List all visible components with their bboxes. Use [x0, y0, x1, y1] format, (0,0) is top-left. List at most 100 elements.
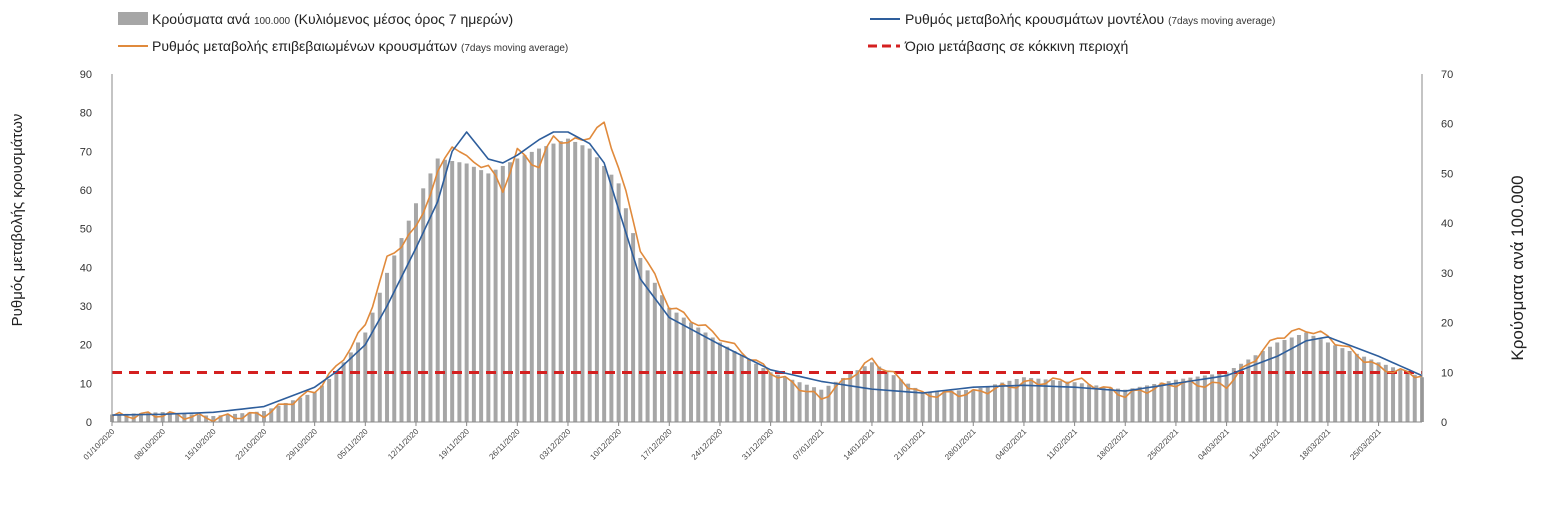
- y-tick-right-label: 20: [1441, 318, 1453, 330]
- bar: [1260, 350, 1265, 422]
- bar: [804, 384, 809, 422]
- bar: [1246, 359, 1251, 422]
- x-tick-label: 29/10/2020: [284, 427, 319, 462]
- bar: [1195, 376, 1200, 422]
- bar: [167, 412, 172, 422]
- bar: [623, 208, 628, 422]
- bar: [1224, 372, 1229, 422]
- bar: [717, 342, 722, 422]
- y-tick-right-label: 50: [1441, 168, 1453, 180]
- bar: [942, 391, 947, 422]
- bar: [1173, 379, 1178, 422]
- x-tick-label: 17/12/2020: [639, 427, 674, 462]
- legend-bars-swatch: [118, 12, 148, 25]
- bar: [544, 146, 549, 422]
- bar: [1166, 381, 1171, 422]
- bar: [254, 411, 259, 422]
- y-tick-left-label: 70: [80, 146, 92, 158]
- bar: [1137, 386, 1142, 422]
- bar: [790, 379, 795, 422]
- bar: [1014, 379, 1019, 422]
- bar: [341, 362, 346, 422]
- x-tick-label: 12/11/2020: [386, 427, 421, 462]
- bar: [1333, 345, 1338, 422]
- bar: [1210, 374, 1215, 422]
- bar: [580, 145, 585, 422]
- bar: [1000, 382, 1005, 422]
- y-tick-left-label: 20: [80, 340, 92, 352]
- bar: [182, 413, 187, 422]
- legend-bars-text: Κρούσματα ανά 100.000 (Κυλιόμενος μέσος …: [152, 11, 513, 27]
- bar: [370, 312, 375, 422]
- bar: [1311, 335, 1316, 422]
- x-tick-label: 04/03/2021: [1196, 427, 1231, 462]
- y-tick-right-label: 10: [1441, 367, 1453, 379]
- bar: [247, 412, 252, 422]
- bar: [189, 414, 194, 422]
- y-axis-right-ticks: 0 10 20 30 40 50 60 70: [1441, 69, 1453, 429]
- x-tick-label: 01/10/2020: [82, 427, 117, 462]
- legend-threshold-text: Όριο μετάβασης σε κόκκινη περιοχή: [904, 38, 1128, 54]
- bar: [348, 352, 353, 422]
- x-tick-label: 10/12/2020: [588, 427, 623, 462]
- bar: [283, 402, 288, 422]
- bar: [385, 272, 390, 422]
- y-tick-right-label: 60: [1441, 119, 1453, 131]
- bar: [1181, 378, 1186, 422]
- bar: [450, 161, 455, 422]
- bar: [1340, 348, 1345, 422]
- bar: [862, 366, 867, 422]
- bar: [312, 392, 317, 422]
- axes: [111, 74, 1423, 423]
- bar: [746, 359, 751, 422]
- x-tick-label: 07/01/2021: [791, 427, 826, 462]
- bar: [652, 282, 657, 422]
- bar: [1108, 387, 1113, 422]
- bar: [956, 390, 961, 422]
- bar: [660, 295, 665, 422]
- bar: [1144, 385, 1149, 422]
- bar: [1029, 377, 1034, 422]
- y-tick-left-label: 10: [80, 378, 92, 390]
- bar: [978, 387, 983, 422]
- bar: [1318, 339, 1323, 422]
- bar: [884, 370, 889, 422]
- bar: [920, 392, 925, 422]
- y-tick-right-label: 40: [1441, 218, 1453, 230]
- bar: [710, 337, 715, 422]
- bar: [558, 141, 563, 423]
- x-tick-label: 11/03/2021: [1247, 427, 1282, 462]
- bar: [869, 362, 874, 422]
- bar: [1043, 379, 1048, 422]
- bar: [377, 292, 382, 422]
- bar: [399, 238, 404, 422]
- bar: [1036, 378, 1041, 422]
- bar: [479, 170, 484, 422]
- y-tick-left-label: 40: [80, 262, 92, 274]
- x-tick-label: 19/11/2020: [437, 427, 472, 462]
- bar: [971, 389, 976, 422]
- legend-model-text: Ρυθμός μεταβολής κρουσμάτων μοντέλου (7d…: [905, 11, 1275, 27]
- x-tick-label: 04/02/2021: [994, 427, 1029, 462]
- bar: [421, 188, 426, 422]
- bar: [1376, 362, 1381, 422]
- bar: [290, 400, 295, 422]
- bar: [681, 317, 686, 422]
- bar: [1405, 372, 1410, 422]
- bar: [124, 413, 129, 422]
- bar: [428, 173, 433, 422]
- bar: [797, 382, 802, 422]
- bar: [486, 173, 491, 422]
- bar: [327, 378, 332, 422]
- bar: [616, 183, 621, 422]
- bar: [464, 163, 469, 423]
- bar: [877, 366, 882, 422]
- bar: [1268, 346, 1272, 422]
- bar: [1152, 384, 1157, 422]
- bar: [775, 374, 780, 422]
- bar: [1050, 380, 1055, 422]
- bar: [1275, 342, 1280, 422]
- x-tick-label: 25/03/2021: [1348, 427, 1383, 462]
- bar: [587, 148, 592, 422]
- bar: [515, 158, 520, 422]
